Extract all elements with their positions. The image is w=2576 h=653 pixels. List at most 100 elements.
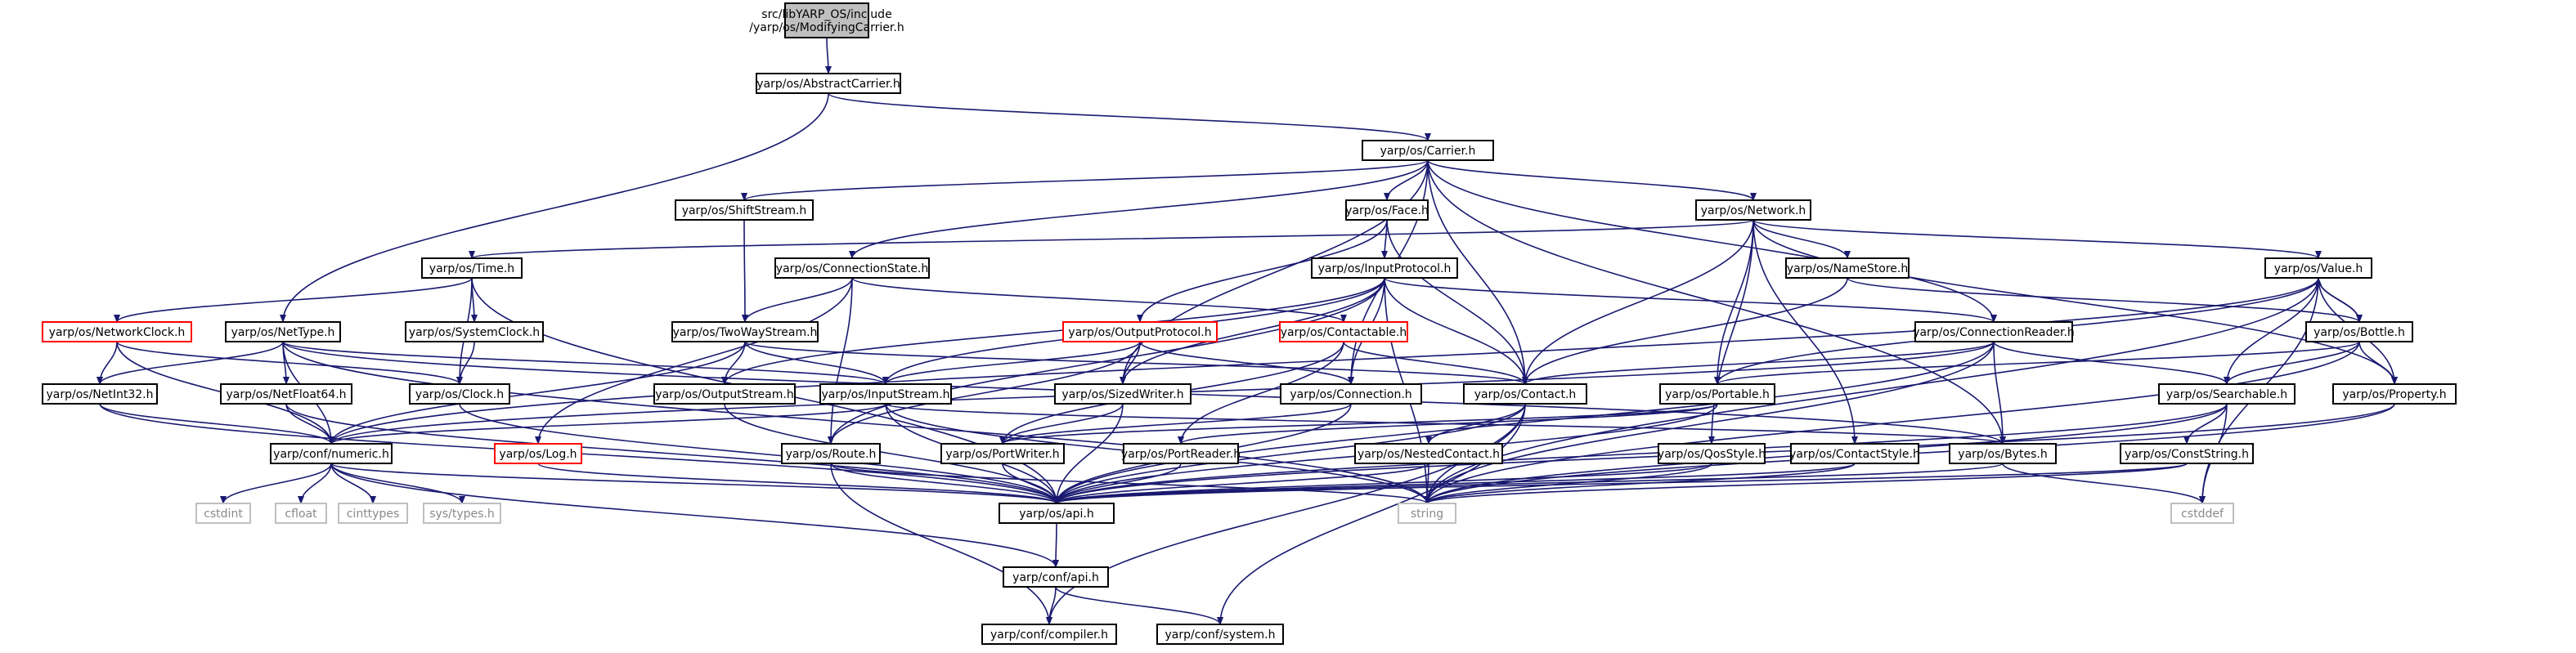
- node-root[interactable]: src/libYARP_OS/include/yarp/os/Modifying…: [749, 2, 904, 38]
- node-clock-box: [409, 383, 510, 405]
- node-carrier-box: [1362, 140, 1494, 161]
- node-sizedwriter[interactable]: yarp/os/SizedWriter.h: [1054, 383, 1192, 405]
- edge-route-to-compiler: [830, 463, 1052, 625]
- node-bytes[interactable]: yarp/os/Bytes.h: [1949, 443, 2057, 464]
- node-searchable[interactable]: yarp/os/Searchable.h: [2158, 383, 2296, 405]
- node-namestore[interactable]: yarp/os/NameStore.h: [1785, 257, 1910, 279]
- node-shiftstream[interactable]: yarp/os/ShiftStream.h: [675, 199, 814, 221]
- node-compiler[interactable]: yarp/conf/compiler.h: [981, 624, 1117, 645]
- node-portable-label-0: yarp/os/Portable.h: [1665, 388, 1770, 401]
- node-twowaystream-label-0: yarp/os/TwoWayStream.h: [673, 326, 818, 339]
- node-network-label-0: yarp/os/Network.h: [1701, 204, 1806, 217]
- node-cstdint-box: [195, 503, 251, 524]
- node-portable[interactable]: yarp/os/Portable.h: [1659, 383, 1775, 405]
- node-inputstream-label-0: yarp/os/InputStream.h: [821, 388, 949, 401]
- node-netint32[interactable]: yarp/os/NetInt32.h: [42, 383, 158, 405]
- node-inputprotocol[interactable]: yarp/os/InputProtocol.h: [1311, 257, 1458, 279]
- edge-numeric-to-confapi: [330, 463, 1059, 568]
- node-nestedcontact[interactable]: yarp/os/NestedContact.h: [1354, 443, 1503, 464]
- node-route[interactable]: yarp/os/Route.h: [781, 443, 881, 464]
- edge-network-to-property: [1752, 219, 2398, 385]
- node-nettype[interactable]: yarp/os/NetType.h: [225, 321, 341, 342]
- node-cinttypes-box: [338, 503, 408, 524]
- edge-carrier-to-shiftstream: [741, 159, 1429, 201]
- node-netfloat64[interactable]: yarp/os/NetFloat64.h: [220, 383, 352, 405]
- node-contactstyle[interactable]: yarp/os/ContactStyle.h: [1789, 443, 1920, 464]
- node-portwriter[interactable]: yarp/os/PortWriter.h: [940, 443, 1065, 464]
- node-systemclock[interactable]: yarp/os/SystemClock.h: [405, 321, 544, 342]
- node-value[interactable]: yarp/os/Value.h: [2264, 257, 2372, 279]
- edge-face-to-contact: [1386, 219, 1528, 385]
- node-networkclock-box: [42, 321, 192, 342]
- edge-bytes-to-api: [1053, 463, 2004, 504]
- edge-bottle-to-searchable: [2224, 341, 2360, 385]
- edge-bottle-to-value: [2315, 277, 2360, 323]
- edge-qosstyle-to-string: [1424, 463, 1712, 504]
- node-connectionreader[interactable]: yarp/os/ConnectionReader.h: [1913, 321, 2075, 342]
- edge-bytes-to-cstddef: [2002, 463, 2206, 504]
- node-numeric[interactable]: yarp/conf/numeric.h: [270, 443, 393, 464]
- node-confapi[interactable]: yarp/conf/api.h: [1003, 566, 1109, 588]
- edge-contactable-to-contact: [1343, 341, 1528, 385]
- node-clock[interactable]: yarp/os/Clock.h: [409, 383, 510, 405]
- node-carrier[interactable]: yarp/os/Carrier.h: [1362, 140, 1494, 161]
- node-networkclock[interactable]: yarp/os/NetworkClock.h: [42, 321, 192, 342]
- node-connectionstate-box: [774, 257, 930, 279]
- node-api[interactable]: yarp/os/api.h: [999, 503, 1115, 524]
- node-conststring[interactable]: yarp/os/ConstString.h: [2120, 443, 2254, 464]
- node-route-label-0: yarp/os/Route.h: [786, 448, 877, 461]
- node-nestedcontact-box: [1354, 443, 1503, 464]
- edge-connectionstate-to-route: [828, 277, 853, 445]
- node-property-box: [2332, 383, 2457, 405]
- node-connectionstate[interactable]: yarp/os/ConnectionState.h: [774, 257, 930, 279]
- node-outputstream[interactable]: yarp/os/OutputStream.h: [653, 383, 796, 405]
- node-searchable-box: [2158, 383, 2296, 405]
- node-face-box: [1345, 199, 1429, 221]
- node-face[interactable]: yarp/os/Face.h: [1345, 199, 1429, 221]
- node-log[interactable]: yarp/os/Log.h: [494, 443, 582, 464]
- node-networkclock-label-0: yarp/os/NetworkClock.h: [49, 326, 186, 339]
- edge-conststring-to-string: [1424, 463, 2188, 504]
- edge-network-to-contactstyle: [1752, 219, 1858, 445]
- node-confapi-box: [1003, 566, 1109, 588]
- node-network-box: [1695, 199, 1811, 221]
- node-bottle[interactable]: yarp/os/Bottle.h: [2305, 321, 2413, 342]
- node-netint32-box: [42, 383, 158, 405]
- node-shiftstream-box: [675, 199, 814, 221]
- node-time[interactable]: yarp/os/Time.h: [421, 257, 523, 279]
- node-qosstyle[interactable]: yarp/os/QosStyle.h: [1658, 443, 1766, 464]
- node-abstractcarrier[interactable]: yarp/os/AbstractCarrier.h: [756, 73, 901, 94]
- edge-shiftstream-to-twowaystream: [741, 219, 748, 323]
- node-contactable[interactable]: yarp/os/Contactable.h: [1279, 321, 1408, 342]
- node-portreader[interactable]: yarp/os/PortReader.h: [1121, 443, 1241, 464]
- node-network[interactable]: yarp/os/Network.h: [1695, 199, 1811, 221]
- node-cfloat: cfloat: [275, 503, 327, 524]
- edge-connectionreader-to-bytes: [1993, 341, 2006, 445]
- edge-twowaystream-to-numeric: [328, 341, 746, 445]
- node-compiler-label-0: yarp/conf/compiler.h: [990, 628, 1108, 642]
- node-log-label-0: yarp/os/Log.h: [499, 448, 577, 461]
- node-twowaystream[interactable]: yarp/os/TwoWayStream.h: [671, 321, 819, 342]
- node-inputstream[interactable]: yarp/os/InputStream.h: [819, 383, 952, 405]
- node-qosstyle-label-0: yarp/os/QosStyle.h: [1658, 448, 1766, 461]
- node-route-box: [781, 443, 881, 464]
- node-netfloat64-label-0: yarp/os/NetFloat64.h: [226, 388, 346, 401]
- node-contact[interactable]: yarp/os/Contact.h: [1463, 383, 1587, 405]
- edge-systemclock-to-clock: [456, 341, 475, 385]
- edge-api-to-confapi: [1052, 522, 1060, 568]
- edge-bottle-to-property: [2358, 341, 2398, 385]
- node-inputstream-box: [819, 383, 952, 405]
- node-property[interactable]: yarp/os/Property.h: [2332, 383, 2457, 405]
- node-api-label-0: yarp/os/api.h: [1019, 508, 1093, 521]
- node-outputprotocol[interactable]: yarp/os/OutputProtocol.h: [1062, 321, 1218, 342]
- node-abstractcarrier-label-0: yarp/os/AbstractCarrier.h: [756, 78, 900, 91]
- edge-netint32-to-numeric: [99, 403, 334, 445]
- node-conststring-box: [2120, 443, 2254, 464]
- edge-root-to-abstractcarrier: [824, 37, 832, 74]
- node-property-label-0: yarp/os/Property.h: [2342, 388, 2446, 401]
- edge-sizedwriter-to-portwriter: [999, 403, 1124, 445]
- node-system[interactable]: yarp/conf/system.h: [1156, 624, 1284, 645]
- node-connection[interactable]: yarp/os/Connection.h: [1280, 383, 1422, 405]
- node-api-box: [999, 503, 1115, 524]
